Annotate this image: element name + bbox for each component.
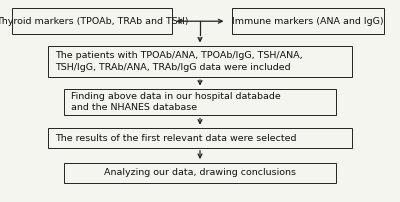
Text: Finding above data in our hospital databade
and the NHANES database: Finding above data in our hospital datab… xyxy=(71,92,281,112)
FancyBboxPatch shape xyxy=(64,89,336,115)
Text: Immune markers (ANA and IgG): Immune markers (ANA and IgG) xyxy=(232,17,384,26)
Text: Analyzing our data, drawing conclusions: Analyzing our data, drawing conclusions xyxy=(104,168,296,177)
FancyBboxPatch shape xyxy=(64,163,336,183)
FancyBboxPatch shape xyxy=(232,8,384,34)
FancyBboxPatch shape xyxy=(12,8,172,34)
FancyBboxPatch shape xyxy=(48,128,352,148)
Text: Thyroid markers (TPOAb, TRAb and TSH): Thyroid markers (TPOAb, TRAb and TSH) xyxy=(0,17,188,26)
Text: The results of the first relevant data were selected: The results of the first relevant data w… xyxy=(55,134,297,143)
Text: The patients with TPOAb/ANA, TPOAb/IgG, TSH/ANA,
TSH/IgG, TRAb/ANA, TRAb/IgG dat: The patients with TPOAb/ANA, TPOAb/IgG, … xyxy=(55,51,303,72)
FancyBboxPatch shape xyxy=(48,46,352,77)
